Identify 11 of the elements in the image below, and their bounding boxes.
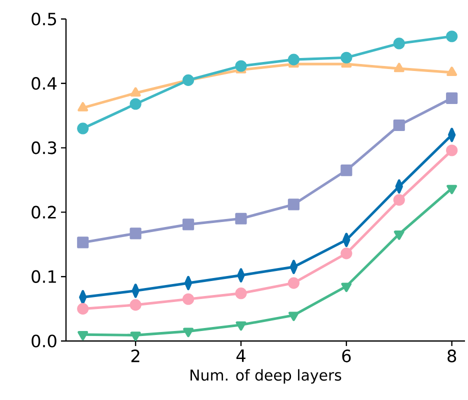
x-tick-label: 2 [131, 350, 140, 362]
x-tick-label: 6 [342, 350, 351, 362]
y-tick-label: 0.3 [32, 141, 56, 154]
x-tick-label: 8 [448, 350, 456, 362]
x-axis-title: Num. of deep layers [190, 369, 342, 384]
x-tick-label: 4 [236, 350, 246, 362]
y-tick-label: 0.2 [32, 206, 56, 219]
y-tick-label: 0.1 [32, 270, 56, 283]
y-tick-label: 0.5 [32, 12, 56, 26]
y-tick-label: 0.0 [32, 334, 56, 348]
y-tick-label: 0.4 [32, 76, 57, 90]
